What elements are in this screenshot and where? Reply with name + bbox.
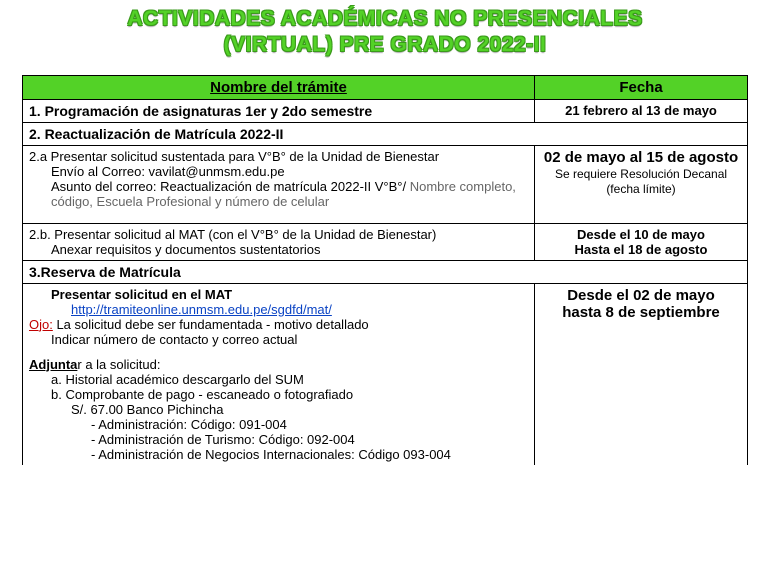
r2a-l2: Envío al Correo: vavilat@unmsm.edu.pe [29, 164, 528, 179]
spacer [29, 347, 528, 357]
r3-c3: - Administración de Negocios Internacion… [29, 447, 528, 462]
row1-title: 1. Programación de asignaturas 1er y 2do… [29, 103, 372, 119]
table-header-row: Nombre del trámite Fecha [23, 75, 748, 99]
r3-d2: hasta 8 de septiembre [562, 304, 720, 321]
r3-b2: S/. 67.00 Banco Pichincha [29, 402, 528, 417]
cell-date: Desde el 10 de mayo Hasta el 18 de agost… [535, 223, 748, 260]
r3-c1: - Administración: Código: 091-004 [29, 417, 528, 432]
cell-section-title: 2. Reactualización de Matrícula 2022-II [23, 122, 748, 145]
r2b-d2: Hasta el 18 de agosto [575, 242, 708, 257]
r2b-l2: Anexar requisitos y documentos sustentat… [29, 242, 528, 257]
r3-b: b. Comprobante de pago - escaneado o fot… [29, 387, 528, 402]
table-row: Presentar solicitud en el MAT http://tra… [23, 283, 748, 465]
r2a-l3a: Asunto del correo: Reactualización de ma… [51, 179, 406, 194]
adj-label: Adjunta [29, 357, 77, 372]
cell-date: Desde el 02 de mayo hasta 8 de septiembr… [535, 283, 748, 465]
col-header-fecha: Fecha [535, 75, 748, 99]
r2b-d1: Desde el 10 de mayo [577, 227, 705, 242]
row3-title: 3.Reserva de Matrícula [29, 264, 181, 280]
table-row: 2.a Presentar solicitud sustentada para … [23, 145, 748, 223]
cell-content: 2.b. Presentar solicitud al MAT (con el … [23, 223, 535, 260]
schedule-table: Nombre del trámite Fecha 1. Programación… [22, 75, 748, 465]
r3-url-wrap: http://tramiteonline.unmsm.edu.pe/sgdfd/… [29, 302, 528, 317]
table-row: 2. Reactualización de Matrícula 2022-II [23, 122, 748, 145]
table-row: 2.b. Presentar solicitud al MAT (con el … [23, 223, 748, 260]
r2b-l1: 2.b. Presentar solicitud al MAT (con el … [29, 227, 436, 242]
r2a-date2: Se requiere Resolución Decanal [555, 167, 727, 181]
table-row: 3.Reserva de Matrícula [23, 260, 748, 283]
r2a-l3-wrap: Asunto del correo: Reactualización de ma… [29, 179, 528, 209]
r2a-date1: 02 de mayo al 15 de agosto [544, 149, 738, 166]
cell-content: Presentar solicitud en el MAT http://tra… [23, 283, 535, 465]
r3-adj-wrap: Adjuntar a la solicitud: [29, 357, 160, 372]
ojo-text: La solicitud debe ser fundamentada - mot… [53, 317, 369, 332]
mat-link[interactable]: http://tramiteonline.unmsm.edu.pe/sgdfd/… [71, 302, 332, 317]
r3-ojo-wrap: Ojo: La solicitud debe ser fundamentada … [29, 317, 369, 332]
table-row: 1. Programación de asignaturas 1er y 2do… [23, 99, 748, 122]
page: ACTIVIDADES ACADÉMICAS NO PRESENCIALES (… [0, 0, 770, 465]
col-header-tramite: Nombre del trámite [23, 75, 535, 99]
cell-date: 02 de mayo al 15 de agosto Se requiere R… [535, 145, 748, 223]
r3-a: a. Historial académico descargarlo del S… [29, 372, 528, 387]
title-line2: (VIRTUAL) PRE GRADO 2022-II [224, 33, 547, 56]
cell-content: 2.a Presentar solicitud sustentada para … [23, 145, 535, 223]
adj-text: r a la solicitud: [77, 357, 160, 372]
cell-date: 21 febrero al 13 de mayo [535, 99, 748, 122]
r3-ojo2: Indicar número de contacto y correo actu… [29, 332, 528, 347]
r3-c2: - Administración de Turismo: Código: 092… [29, 432, 528, 447]
ojo-label: Ojo: [29, 317, 53, 332]
row2-title: 2. Reactualización de Matrícula 2022-II [29, 126, 283, 142]
r3-d1: Desde el 02 de mayo [567, 287, 715, 304]
cell-title: 1. Programación de asignaturas 1er y 2do… [23, 99, 535, 122]
r2a-l1: 2.a Presentar solicitud sustentada para … [29, 149, 439, 164]
page-title: ACTIVIDADES ACADÉMICAS NO PRESENCIALES (… [22, 6, 748, 59]
row1-date: 21 febrero al 13 de mayo [565, 103, 717, 118]
cell-section-title: 3.Reserva de Matrícula [23, 260, 748, 283]
title-line1: ACTIVIDADES ACADÉMICAS NO PRESENCIALES [127, 7, 642, 30]
r3-sub: Presentar solicitud en el MAT [29, 287, 528, 302]
r2a-date3: (fecha límite) [606, 182, 675, 196]
